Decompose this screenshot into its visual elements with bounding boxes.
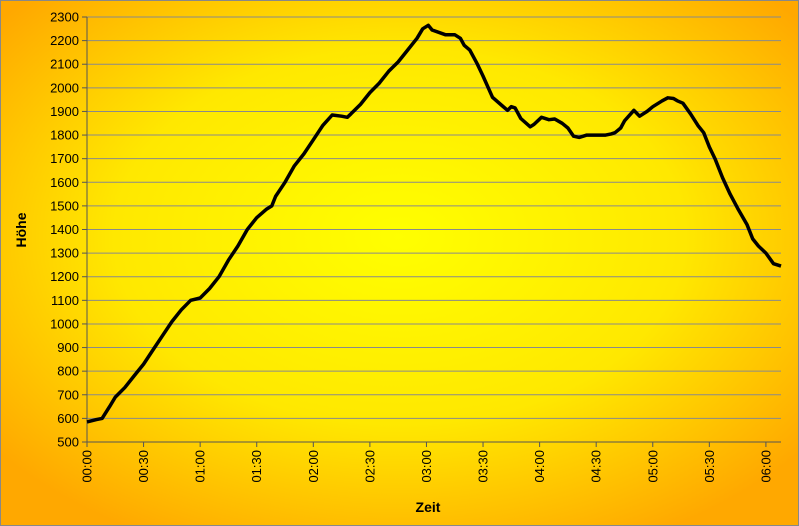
- y-tick-label: 1400: [50, 222, 79, 237]
- x-tick-label: 03:00: [419, 450, 434, 483]
- x-tick-label: 02:00: [306, 450, 321, 483]
- x-tick-label: 01:00: [193, 450, 208, 483]
- y-tick-label: 2100: [50, 57, 79, 72]
- y-tick-label: 700: [57, 387, 79, 402]
- x-axis-label: Zeit: [416, 499, 441, 515]
- x-tick-label: 02:30: [362, 450, 377, 483]
- y-tick-label: 1700: [50, 151, 79, 166]
- y-tick-label: 900: [57, 340, 79, 355]
- x-tick-label: 00:00: [80, 450, 95, 483]
- line-series: [86, 23, 782, 424]
- x-tick-label: 05:00: [645, 450, 660, 483]
- x-tick-label: 03:30: [476, 450, 491, 483]
- y-axis-label: Höhe: [13, 212, 29, 247]
- x-tick-label: 01:30: [249, 450, 264, 483]
- y-tick-label: 1500: [50, 198, 79, 213]
- y-tick-label: 2200: [50, 33, 79, 48]
- y-tick-label: 1800: [50, 128, 79, 143]
- x-tick-label: 04:00: [532, 450, 547, 483]
- y-tick-label: 2000: [50, 80, 79, 95]
- y-tick-label: 1300: [50, 246, 79, 261]
- x-tick-label: 04:30: [589, 450, 604, 483]
- y-tick-label: 1100: [51, 293, 79, 308]
- x-tick-label: 06:00: [758, 450, 773, 483]
- y-tick-label: 500: [57, 435, 79, 450]
- x-tick-label: 05:30: [702, 450, 717, 483]
- y-tick-label: 1200: [50, 269, 79, 284]
- y-tick-label: 2300: [50, 10, 79, 25]
- y-tick-label: 1900: [50, 104, 79, 119]
- y-tick-label: 1000: [50, 316, 79, 331]
- y-tick-label: 600: [57, 411, 79, 426]
- y-tick-label: 800: [57, 364, 79, 379]
- x-tick-label: 00:30: [136, 450, 151, 483]
- y-tick-label: 1600: [50, 175, 79, 190]
